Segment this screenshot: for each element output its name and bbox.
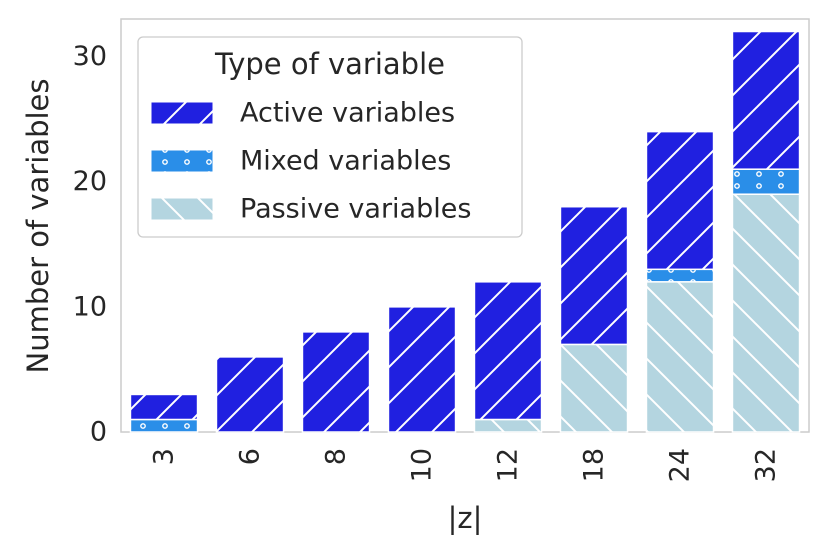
x-axis-label: |z| [448, 501, 483, 535]
x-tick-label: 24 [665, 448, 696, 482]
bar-mixed-variables-3 [129, 418, 199, 433]
bar-active-variables-8 [301, 331, 371, 433]
x-tick-label: 8 [321, 448, 352, 465]
legend: Type of variable Active variables Mixed v… [137, 36, 523, 238]
x-tick-label: 3 [149, 448, 180, 465]
y-tick-labels: 0 10 20 30 [73, 41, 107, 447]
bar-mixed-variables-24 [645, 268, 715, 283]
legend-items: Active variables Mixed variables Passive v… [150, 98, 471, 225]
bar-active-variables-32 [731, 30, 801, 170]
bar-active-variables-12 [473, 281, 543, 421]
y-tick-label: 0 [90, 417, 107, 448]
bar-active-variables-10 [387, 306, 457, 433]
x-tick-label: 32 [751, 448, 782, 482]
x-tick-label: 6 [235, 448, 266, 465]
legend-label-active-variables: Active variables [240, 98, 455, 129]
x-tick-label: 10 [407, 448, 438, 482]
bar-passive-variables-18 [559, 343, 629, 433]
legend-label-passive-variables: Passive variables [240, 194, 471, 225]
x-tick-label: 12 [493, 448, 524, 482]
x-tick-label: 18 [579, 448, 610, 482]
legend-swatch-mixed-variables [150, 149, 214, 173]
bar-passive-variables-12 [473, 418, 543, 433]
bars-layer [129, 30, 801, 433]
bar-mixed-variables-32 [731, 168, 801, 195]
bar-passive-variables-24 [645, 281, 715, 433]
y-axis-label: Number of variables [21, 79, 55, 374]
legend-frame [137, 36, 523, 238]
bar-active-variables-18 [559, 205, 629, 346]
bar-active-variables-24 [645, 130, 715, 271]
bar-active-variables-3 [129, 393, 199, 421]
legend-swatch-active-variables [150, 101, 214, 125]
x-tick-labels: 3 6 8 10 12 18 24 32 [149, 448, 782, 482]
legend-swatch-passive-variables [150, 197, 214, 221]
bar-active-variables-6 [215, 356, 285, 433]
bar-passive-variables-32 [731, 193, 801, 433]
legend-title: Type of variable [214, 47, 445, 81]
y-tick-label: 30 [73, 41, 107, 72]
y-tick-label: 20 [73, 166, 107, 197]
legend-label-mixed-variables: Mixed variables [240, 146, 451, 177]
y-tick-label: 10 [73, 291, 107, 322]
